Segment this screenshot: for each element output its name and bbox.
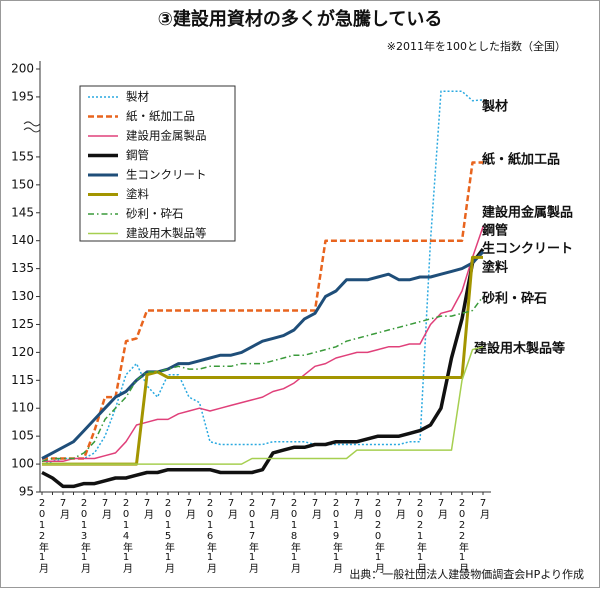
end-label: 建設用木製品等 bbox=[474, 341, 565, 357]
end-label: 生コンクリート bbox=[482, 241, 573, 257]
chart-subtitle: ※2011年を100とした指数（全国） bbox=[387, 39, 566, 53]
x-tick-label: 7月 bbox=[58, 498, 70, 520]
y-tick-label: 195 bbox=[11, 89, 34, 103]
y-tick-label: 135 bbox=[11, 261, 34, 275]
end-label: 塗料 bbox=[482, 260, 508, 276]
x-tick-label: 2022年1月 bbox=[457, 498, 469, 574]
y-tick-label: 115 bbox=[11, 373, 34, 387]
y-tick-label: 105 bbox=[11, 429, 34, 443]
legend-label: 砂利・砕石 bbox=[126, 207, 184, 221]
x-tick-label: 2013年1月 bbox=[79, 498, 91, 574]
x-tick-label: 2019年1月 bbox=[331, 498, 343, 574]
y-tick-label: 95 bbox=[19, 485, 34, 499]
x-tick-label: 7月 bbox=[352, 498, 364, 520]
legend-label: 生コンクリート bbox=[126, 168, 207, 182]
x-tick-label: 2020年1月 bbox=[373, 498, 385, 574]
y-tick-label: 130 bbox=[11, 289, 34, 303]
x-tick-label: 7月 bbox=[268, 498, 280, 520]
series-line bbox=[42, 226, 484, 463]
x-tick-label: 2016年1月 bbox=[205, 498, 217, 574]
y-tick-label: 120 bbox=[11, 345, 34, 359]
end-label: 製材 bbox=[481, 99, 508, 115]
y-tick-label: 140 bbox=[11, 233, 34, 247]
x-tick-label: 2015年1月 bbox=[163, 498, 175, 574]
x-tick-label: 2014年1月 bbox=[121, 498, 133, 574]
legend-box bbox=[79, 85, 236, 242]
y-tick-label: 155 bbox=[11, 149, 34, 163]
series-line bbox=[42, 346, 484, 465]
source: 出典：一般社団法人建設物価調査会HPより作成 bbox=[349, 567, 584, 581]
x-tick-label: 2021年1月 bbox=[415, 498, 427, 574]
x-tick-label: 7月 bbox=[436, 498, 448, 520]
end-label: 紙・紙加工品 bbox=[482, 152, 560, 168]
legend-label: 建設用金属製品 bbox=[126, 129, 207, 143]
x-tick-label: 7月 bbox=[100, 498, 112, 520]
x-tick-label: 7月 bbox=[394, 498, 406, 520]
x-tick-label: 2017年1月 bbox=[247, 498, 259, 574]
legend-label: 製材 bbox=[126, 90, 149, 104]
legend-label: 建設用木製品等 bbox=[126, 226, 207, 240]
x-tick-label: 7月 bbox=[310, 498, 322, 520]
legend-label: 塗料 bbox=[126, 187, 149, 201]
legend-label: 鋼管 bbox=[126, 148, 149, 162]
series-line bbox=[41, 248, 485, 489]
chart-title: ③建設用資材の多くが急騰している bbox=[158, 8, 443, 30]
end-label: 砂利・砕石 bbox=[481, 291, 547, 307]
axis-break-gap bbox=[28, 118, 38, 135]
y-tick-label: 100 bbox=[11, 457, 34, 471]
end-label: 建設用金属製品 bbox=[482, 205, 573, 221]
series-line bbox=[41, 250, 485, 460]
y-tick-label: 125 bbox=[11, 317, 34, 331]
x-tick-label: 7月 bbox=[142, 498, 154, 520]
axis-break bbox=[23, 121, 41, 133]
y-tick-label: 110 bbox=[11, 401, 34, 415]
series-line bbox=[41, 296, 484, 463]
y-tick-label: 150 bbox=[11, 177, 34, 191]
x-tick-label: 7月 bbox=[478, 498, 490, 520]
legend-label: 紙・紙加工品 bbox=[126, 109, 195, 123]
x-tick-label: 7月 bbox=[184, 498, 196, 520]
y-tick-label: 200 bbox=[11, 62, 34, 76]
x-tick-label: 2012年1月 bbox=[37, 498, 49, 574]
end-label: 鋼管 bbox=[481, 223, 508, 239]
y-tick-label: 145 bbox=[11, 205, 34, 219]
x-tick-label: 2018年1月 bbox=[289, 498, 301, 574]
x-tick-label: 7月 bbox=[226, 498, 238, 520]
